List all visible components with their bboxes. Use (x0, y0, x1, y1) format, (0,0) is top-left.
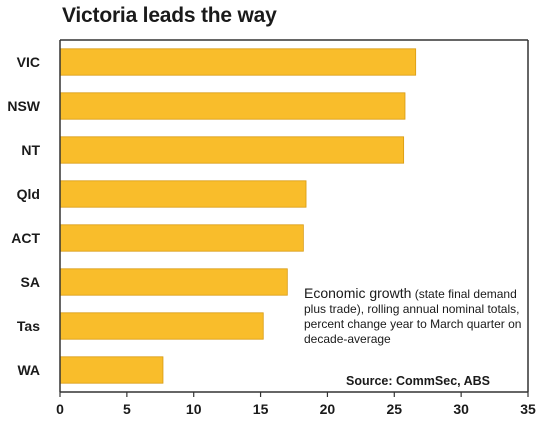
category-label-wa: WA (17, 362, 40, 378)
chart-title: Victoria leads the way (62, 4, 277, 27)
x-tick-label-0: 0 (56, 401, 64, 417)
x-tick-label-20: 20 (320, 401, 336, 417)
bar-nsw (59, 92, 406, 120)
bar-wa (59, 356, 164, 384)
category-label-sa: SA (21, 274, 40, 290)
category-labels-group: VIC NSW NT Qld ACT SA Tas WA (7, 54, 40, 378)
chart-annotation: Economic growth (state final demand plus… (304, 286, 540, 347)
x-tick-label-10: 10 (186, 401, 202, 417)
annotation-lead: Economic growth (304, 285, 412, 301)
x-tick-label-15: 15 (253, 401, 269, 417)
bar-vic (59, 48, 417, 76)
bar-act (59, 224, 304, 252)
category-label-vic: VIC (17, 54, 40, 70)
bar-nt (59, 136, 405, 164)
x-tick-label-25: 25 (386, 401, 402, 417)
category-label-nsw: NSW (7, 98, 40, 114)
bar-sa (59, 268, 288, 296)
x-tick-label-30: 30 (453, 401, 469, 417)
category-label-act: ACT (11, 230, 40, 246)
annotation-text: (state final demand plus trade), rolling… (304, 287, 522, 346)
x-ticks-group: 0 5 10 15 20 25 30 35 (56, 392, 536, 417)
bars-group (59, 48, 417, 384)
x-tick-label-5: 5 (123, 401, 131, 417)
category-label-tas: Tas (17, 318, 40, 334)
category-label-qld: Qld (17, 186, 40, 202)
category-label-nt: NT (21, 142, 40, 158)
bar-qld (59, 180, 307, 208)
x-tick-label-35: 35 (520, 401, 536, 417)
bar-tas (59, 312, 264, 340)
chart-source: Source: CommSec, ABS (346, 374, 491, 388)
